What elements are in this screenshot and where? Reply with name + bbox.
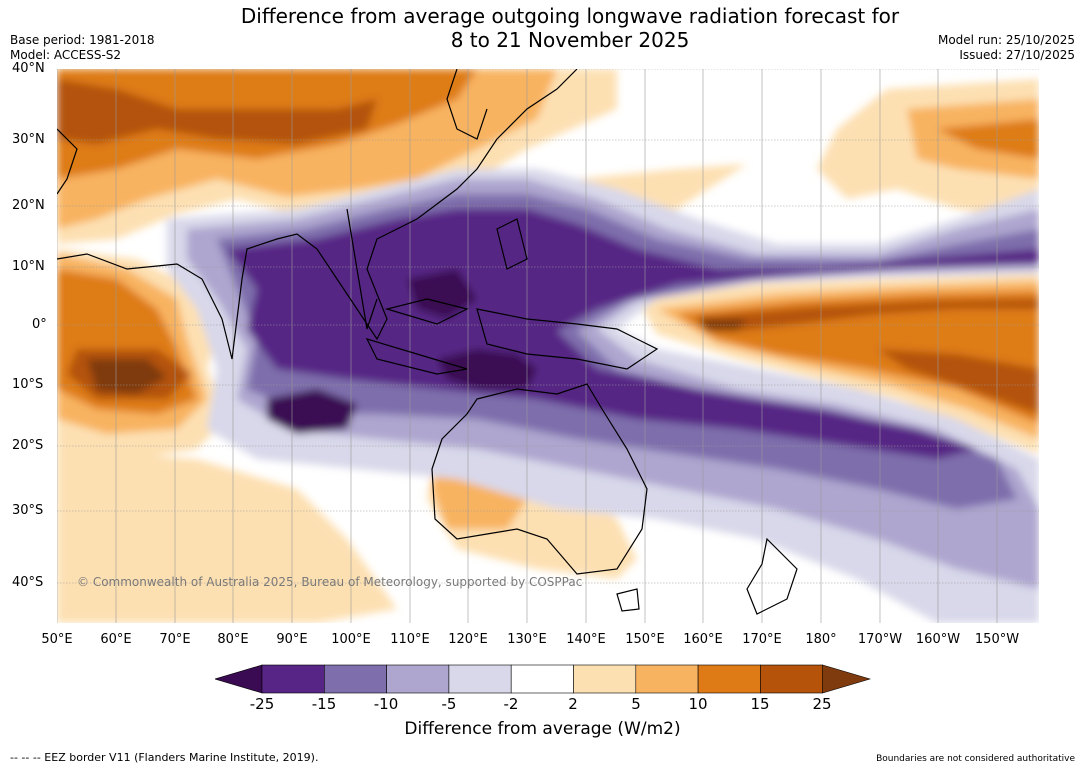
coast-java <box>365 338 468 375</box>
eez-note: -- -- -- EEZ border V11 (Flanders Marine… <box>10 751 319 764</box>
colorbar-label: 2 <box>568 695 578 713</box>
lat-label-10s: 10°S <box>12 377 44 392</box>
lat-label-20s: 20°S <box>12 438 44 453</box>
colorbar-segment-4 <box>448 664 512 694</box>
colorbar-label: -10 <box>373 695 399 713</box>
coast-arabia <box>57 128 78 195</box>
lat-label-40s: 40°S <box>12 575 44 590</box>
lon-label-120e: 120°E <box>448 632 488 647</box>
coast-malay <box>346 208 378 330</box>
title-line-2: 8 to 21 November 2025 <box>450 28 690 52</box>
lon-label-110e: 110°E <box>390 632 430 647</box>
colorbar-segment-lt-25 <box>215 664 263 694</box>
model-name: Model: ACCESS-S2 <box>10 48 122 62</box>
coast-japan <box>446 69 488 140</box>
colorbar-label: 5 <box>631 695 641 713</box>
colorbar-label: -5 <box>441 695 457 713</box>
map-title: Difference from average outgoing longwav… <box>0 4 1085 52</box>
copyright-notice: © Commonwealth of Australia 2025, Bureau… <box>77 575 583 589</box>
lon-label-140e: 140°E <box>566 632 606 647</box>
lon-label-170e: 170°E <box>742 632 782 647</box>
boundaries-note: Boundaries are not considered authoritat… <box>876 754 1075 764</box>
lat-label-20n: 20°N <box>12 198 45 213</box>
lon-label-130e: 130°E <box>507 632 547 647</box>
lat-label-10n: 10°N <box>12 259 45 274</box>
coast-borneo <box>384 298 469 325</box>
lon-label-170w: 170°W <box>857 632 903 647</box>
lon-label-50e: 50°E <box>41 632 73 647</box>
coastlines <box>57 69 798 615</box>
colorbar-label: -2 <box>503 695 519 713</box>
lon-label-70e: 70°E <box>159 632 191 647</box>
colorbar-title: Difference from average (W/m2) <box>404 719 681 739</box>
lon-label-160w: 160°W <box>915 632 961 647</box>
lon-label-180: 180° <box>805 632 837 647</box>
colorbar-label: -25 <box>249 695 275 713</box>
lon-label-60e: 60°E <box>100 632 132 647</box>
model-run: Model run: 25/10/2025 <box>937 33 1075 47</box>
lat-label-30n: 30°N <box>12 132 45 147</box>
map-canvas <box>57 69 1039 623</box>
colorbar-label: 15 <box>750 695 770 713</box>
meridians <box>57 69 998 623</box>
lat-label-0: 0° <box>32 317 47 332</box>
title-line-1: Difference from average outgoing longwav… <box>240 4 900 28</box>
colorbar-segment-1 <box>261 664 325 694</box>
colorbar-segment-7 <box>635 664 699 694</box>
olr-anomaly-map: © Commonwealth of Australia 2025, Bureau… <box>57 69 1039 623</box>
lon-label-160e: 160°E <box>683 632 723 647</box>
lon-label-80e: 80°E <box>217 632 249 647</box>
colorbar-segment-2 <box>324 664 387 694</box>
colorbar-label: 25 <box>812 695 832 713</box>
colorbar-label: -15 <box>311 695 337 713</box>
colorbar <box>215 664 871 694</box>
colorbar-segment-8 <box>697 664 761 694</box>
colorbar-segment-6 <box>573 664 637 694</box>
base-period: Base period: 1981-2018 <box>10 33 155 47</box>
coast-new-guinea <box>476 308 659 370</box>
issued-date: Issued: 27/10/2025 <box>959 48 1075 62</box>
lon-label-150w: 150°W <box>974 632 1020 647</box>
lon-label-90e: 90°E <box>276 632 308 647</box>
coast-tasmania <box>616 588 640 612</box>
colorbar-label: 10 <box>688 695 708 713</box>
coast-new-zealand <box>746 537 798 615</box>
coast-south-asia <box>57 69 578 360</box>
colorbar-segment-9 <box>760 664 824 694</box>
colorbar-segment-5 <box>510 664 574 694</box>
lat-label-40n: 40°N <box>12 61 45 76</box>
coast-philippines <box>496 218 528 270</box>
lon-label-150e: 150°E <box>625 632 665 647</box>
lat-label-30s: 30°S <box>12 503 44 518</box>
coast-australia <box>431 383 648 575</box>
meta-right: Model run: 25/10/2025 Issued: 27/10/2025 <box>938 33 1075 63</box>
colorbar-segment-gt-25 <box>822 664 871 694</box>
colorbar-segment-3 <box>386 664 450 694</box>
lon-label-100e: 100°E <box>331 632 371 647</box>
meta-left: Base period: 1981-2018 Model: ACCESS-S2 <box>10 33 155 63</box>
